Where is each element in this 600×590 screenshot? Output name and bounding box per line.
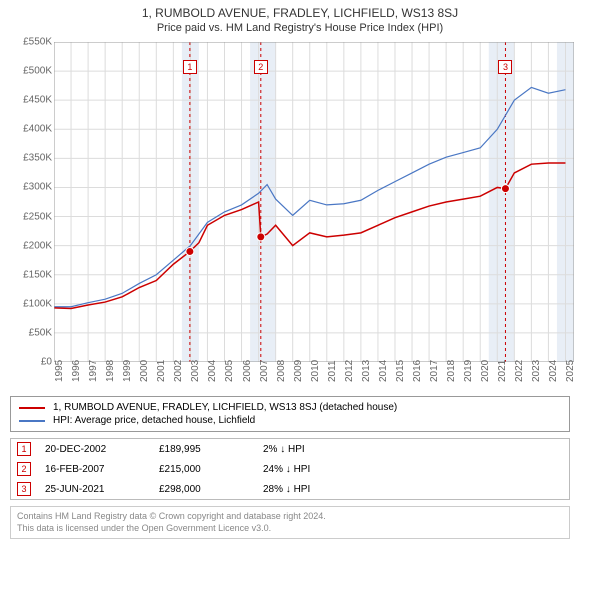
sale-marker-icon: 1 bbox=[17, 442, 31, 456]
x-tick-label: 1997 bbox=[88, 360, 99, 382]
x-tick-label: 2025 bbox=[565, 360, 576, 382]
legend-swatch bbox=[19, 407, 45, 409]
x-tick-label: 1996 bbox=[71, 360, 82, 382]
y-tick-label: £300K bbox=[23, 182, 52, 193]
y-tick-label: £50K bbox=[29, 327, 52, 338]
x-tick-label: 2023 bbox=[531, 360, 542, 382]
sale-marker-2: 2 bbox=[254, 60, 268, 74]
x-tick-label: 2003 bbox=[190, 360, 201, 382]
x-tick-label: 2008 bbox=[276, 360, 287, 382]
y-tick-label: £0 bbox=[41, 357, 52, 368]
legend-item: 1, RUMBOLD AVENUE, FRADLEY, LICHFIELD, W… bbox=[19, 401, 561, 414]
x-tick-label: 2013 bbox=[361, 360, 372, 382]
x-tick-label: 2011 bbox=[327, 360, 338, 382]
footer-line: Contains HM Land Registry data © Crown c… bbox=[17, 511, 563, 523]
x-tick-label: 2020 bbox=[480, 360, 491, 382]
sale-marker-icon: 3 bbox=[17, 482, 31, 496]
y-tick-label: £250K bbox=[23, 211, 52, 222]
legend-swatch bbox=[19, 420, 45, 422]
sale-price: £215,000 bbox=[159, 464, 249, 475]
x-tick-label: 2017 bbox=[429, 360, 440, 382]
sale-date: 16-FEB-2007 bbox=[45, 464, 145, 475]
y-tick-label: £500K bbox=[23, 66, 52, 77]
chart-plot bbox=[54, 42, 574, 362]
x-tick-label: 2016 bbox=[412, 360, 423, 382]
legend-item: HPI: Average price, detached house, Lich… bbox=[19, 414, 561, 427]
x-tick-label: 2022 bbox=[514, 360, 525, 382]
y-tick-label: £100K bbox=[23, 298, 52, 309]
x-tick-label: 2007 bbox=[259, 360, 270, 382]
x-tick-label: 2004 bbox=[207, 360, 218, 382]
footer-line: This data is licensed under the Open Gov… bbox=[17, 523, 563, 535]
sale-date: 25-JUN-2021 bbox=[45, 484, 145, 495]
sale-price: £189,995 bbox=[159, 444, 249, 455]
sale-row: 3 25-JUN-2021 £298,000 28% ↓ HPI bbox=[11, 479, 569, 499]
x-tick-label: 2002 bbox=[173, 360, 184, 382]
sale-diff: 28% ↓ HPI bbox=[263, 484, 363, 495]
sale-marker-icon: 2 bbox=[17, 462, 31, 476]
sales-table: 1 20-DEC-2002 £189,995 2% ↓ HPI 2 16-FEB-2007… bbox=[10, 438, 570, 500]
chart-subtitle: Price paid vs. HM Land Registry's House … bbox=[10, 22, 590, 34]
x-tick-label: 2019 bbox=[463, 360, 474, 382]
x-tick-label: 1998 bbox=[105, 360, 116, 382]
x-tick-label: 2018 bbox=[446, 360, 457, 382]
x-tick-label: 2000 bbox=[139, 360, 150, 382]
sale-row: 2 16-FEB-2007 £215,000 24% ↓ HPI bbox=[11, 459, 569, 479]
y-tick-label: £200K bbox=[23, 240, 52, 251]
x-tick-label: 1999 bbox=[122, 360, 133, 382]
footer-attribution: Contains HM Land Registry data © Crown c… bbox=[10, 506, 570, 539]
x-tick-label: 2009 bbox=[293, 360, 304, 382]
sale-marker-3: 3 bbox=[498, 60, 512, 74]
sale-price: £298,000 bbox=[159, 484, 249, 495]
y-tick-label: £400K bbox=[23, 124, 52, 135]
x-tick-label: 2015 bbox=[395, 360, 406, 382]
y-tick-label: £350K bbox=[23, 153, 52, 164]
legend-label: 1, RUMBOLD AVENUE, FRADLEY, LICHFIELD, W… bbox=[53, 402, 397, 413]
y-tick-label: £150K bbox=[23, 269, 52, 280]
x-tick-label: 2014 bbox=[378, 360, 389, 382]
legend-label: HPI: Average price, detached house, Lich… bbox=[53, 415, 255, 426]
y-axis: £0£50K£100K£150K£200K£250K£300K£350K£400… bbox=[10, 42, 54, 362]
x-tick-label: 2021 bbox=[497, 360, 508, 382]
x-tick-label: 2006 bbox=[242, 360, 253, 382]
x-tick-label: 1995 bbox=[54, 360, 65, 382]
x-tick-label: 2001 bbox=[156, 360, 167, 382]
x-tick-label: 2010 bbox=[310, 360, 321, 382]
x-tick-label: 2024 bbox=[548, 360, 559, 382]
sale-row: 1 20-DEC-2002 £189,995 2% ↓ HPI bbox=[11, 439, 569, 459]
sale-diff: 2% ↓ HPI bbox=[263, 444, 363, 455]
x-axis: 1995 1996 1997 1998 1999 2000 2001 2002 2003 2004… bbox=[54, 362, 574, 392]
sale-diff: 24% ↓ HPI bbox=[263, 464, 363, 475]
y-tick-label: £450K bbox=[23, 95, 52, 106]
sale-date: 20-DEC-2002 bbox=[45, 444, 145, 455]
chart-title: 1, RUMBOLD AVENUE, FRADLEY, LICHFIELD, W… bbox=[10, 6, 590, 20]
x-tick-label: 2012 bbox=[344, 360, 355, 382]
legend: 1, RUMBOLD AVENUE, FRADLEY, LICHFIELD, W… bbox=[10, 396, 570, 432]
sale-marker-1: 1 bbox=[183, 60, 197, 74]
chart-area: £0 £50K £100K £150K £200K £250K £300K £350K £400… bbox=[10, 42, 590, 392]
y-tick-label: £550K bbox=[23, 37, 52, 48]
x-tick-label: 2005 bbox=[224, 360, 235, 382]
